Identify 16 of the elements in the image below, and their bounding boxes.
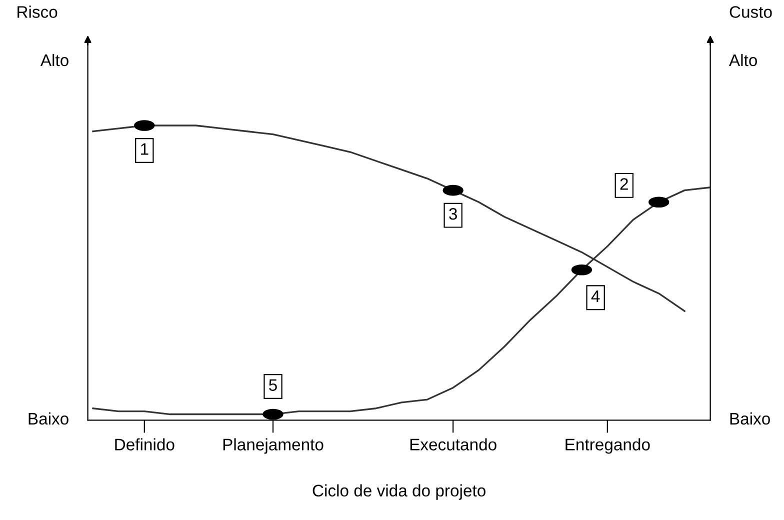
text: Baixo [730, 412, 770, 425]
x-tick-label: Entregando [566, 438, 650, 454]
text: Baixo [28, 412, 68, 425]
text: Custo [730, 6, 772, 18]
annotation: 3 [449, 208, 457, 220]
x-axis-title: Ciclo de vida do projeto [312, 484, 486, 500]
annotation: 4 [591, 290, 600, 302]
annotation: 2 [620, 178, 628, 190]
x-tick-label: Executando [410, 438, 496, 450]
x-tick-label: Definido [115, 438, 174, 450]
text: Alto [40, 54, 68, 66]
text: Alto [729, 54, 757, 66]
annotation: 5 [269, 379, 277, 391]
x-tick-label: Planejamento [223, 438, 324, 454]
text: Risco [18, 6, 58, 18]
annotation: 1 [141, 143, 148, 155]
